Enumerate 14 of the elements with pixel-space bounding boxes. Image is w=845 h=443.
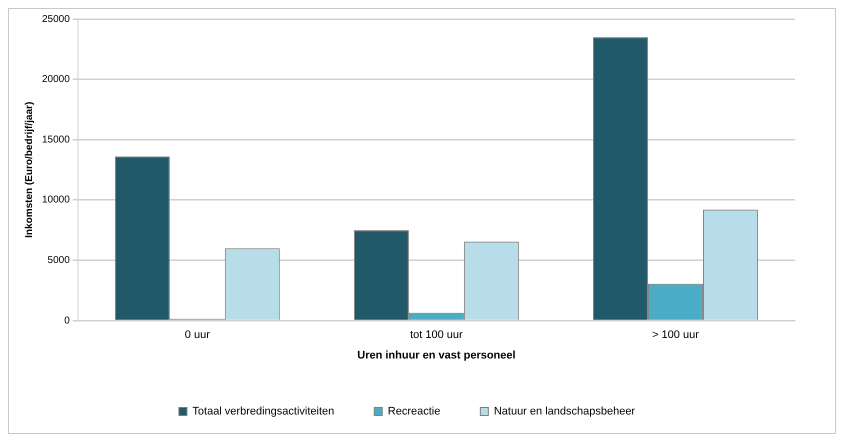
- y-tick-label: 5000: [48, 255, 70, 266]
- y-tick-label: 10000: [42, 194, 70, 206]
- x-axis-title: Uren inhuur en vast personeel: [357, 349, 516, 362]
- legend-label: Totaal verbredingsactiviteiten: [192, 406, 334, 418]
- x-tick-label: 0 uur: [184, 329, 210, 342]
- legend-label: Natuur en landschapsbeheer: [494, 406, 636, 418]
- legend-label: Recreactie: [388, 406, 440, 418]
- y-tick-label: 20000: [42, 74, 70, 86]
- y-tick-label: 0: [64, 315, 70, 326]
- y-axis-title: Inkomsten (Euro/bedrijf/jaar): [24, 102, 35, 238]
- y-tick-label: 15000: [42, 134, 70, 146]
- x-tick-label: tot 100 uur: [410, 329, 464, 342]
- x-tick-label: > 100 uur: [652, 329, 700, 342]
- y-tick-label: 25000: [42, 14, 70, 25]
